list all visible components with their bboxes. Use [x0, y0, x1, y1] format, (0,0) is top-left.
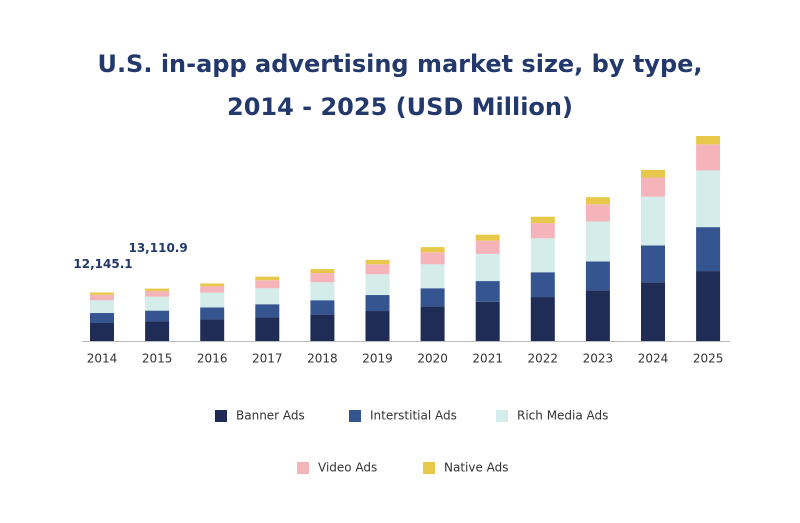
bar-segment — [696, 170, 721, 228]
bar-segment — [585, 204, 610, 222]
bar-segment — [255, 304, 280, 318]
chart-title: 2014 - 2025 (USD Million) — [227, 93, 573, 121]
legend-label: Native Ads — [444, 461, 509, 475]
bar-segment — [200, 283, 225, 287]
x-tick-label: 2022 — [528, 352, 559, 366]
bar-segment — [696, 144, 721, 171]
bar-segment — [475, 253, 500, 282]
bar-segment — [420, 264, 445, 289]
bar-segment — [145, 296, 170, 311]
bar-segment — [585, 290, 610, 341]
bar-segment — [475, 301, 500, 341]
bar-segment — [200, 286, 225, 293]
x-tick-label: 2014 — [87, 352, 118, 366]
legend-label: Banner Ads — [236, 409, 305, 423]
bar-segment — [420, 306, 445, 341]
x-tick-label: 2015 — [142, 352, 173, 366]
bar-segment — [530, 238, 555, 273]
bar-segment — [641, 245, 665, 283]
x-tick-label: 2025 — [693, 352, 724, 366]
total-label: 13,110.9 — [128, 241, 187, 255]
x-tick-label: 2017 — [252, 352, 283, 366]
bar-segment — [310, 273, 335, 283]
bar-segment — [420, 252, 445, 265]
total-label: 12,145.1 — [73, 257, 132, 271]
chart-title: U.S. in-app advertising market size, by … — [97, 50, 702, 78]
bar-segment — [255, 280, 280, 289]
bar-segment — [255, 288, 280, 305]
bar-segment — [365, 264, 390, 275]
x-tick-label: 2019 — [362, 352, 393, 366]
bar-segment — [530, 216, 555, 224]
bar-segment — [696, 271, 721, 341]
bar-segment — [90, 300, 114, 314]
bar-segment — [585, 221, 610, 262]
bar-segment — [585, 197, 610, 205]
bar-segment — [641, 196, 665, 246]
legend-swatch — [496, 410, 508, 422]
legend-label: Interstitial Ads — [370, 409, 457, 423]
legend-swatch — [349, 410, 361, 422]
x-tick-label: 2018 — [307, 352, 338, 366]
bar-segment — [200, 292, 225, 308]
bar-segment — [255, 276, 280, 281]
bar-segment — [585, 261, 610, 291]
bar-segment — [365, 259, 390, 265]
x-tick-label: 2023 — [583, 352, 614, 366]
bar-segment — [310, 314, 335, 341]
bar-segment — [145, 291, 170, 297]
bar-segment — [475, 240, 500, 254]
x-tick-label: 2024 — [638, 352, 669, 366]
bar-segment — [90, 292, 114, 295]
x-tick-label: 2016 — [197, 352, 228, 366]
bar-segment — [696, 227, 721, 272]
legend-swatch — [423, 462, 435, 474]
bar-segment — [200, 307, 225, 320]
bar-segment — [310, 300, 335, 315]
bar-segment — [641, 282, 665, 341]
bar-segment — [641, 169, 665, 178]
legend-label: Video Ads — [318, 461, 377, 475]
bar-segment — [365, 295, 390, 312]
legend-swatch — [215, 410, 227, 422]
bar-segment — [310, 269, 335, 274]
bar-segment — [641, 177, 665, 197]
x-tick-label: 2021 — [472, 352, 503, 366]
bar-segment — [475, 281, 500, 302]
bar-segment — [530, 223, 555, 239]
bar-segment — [200, 319, 225, 341]
bar-segment — [90, 294, 114, 301]
bar-segment — [530, 297, 555, 341]
bar-segment — [310, 282, 335, 301]
bar-segment — [420, 247, 445, 253]
bar-segment — [475, 234, 500, 241]
bar-segment — [90, 323, 114, 341]
bar-segment — [530, 272, 555, 298]
bar-segment — [420, 288, 445, 307]
bar-segment — [145, 288, 170, 292]
legend-label: Rich Media Ads — [517, 409, 608, 423]
bar-segment — [696, 136, 721, 145]
bar-segment — [145, 321, 170, 341]
bar-segment — [365, 311, 390, 341]
bar-segment — [365, 274, 390, 296]
bar-segment — [255, 317, 280, 341]
x-tick-label: 2020 — [417, 352, 448, 366]
bar-segment — [145, 310, 170, 322]
legend-swatch — [297, 462, 309, 474]
bar-segment — [90, 313, 114, 324]
